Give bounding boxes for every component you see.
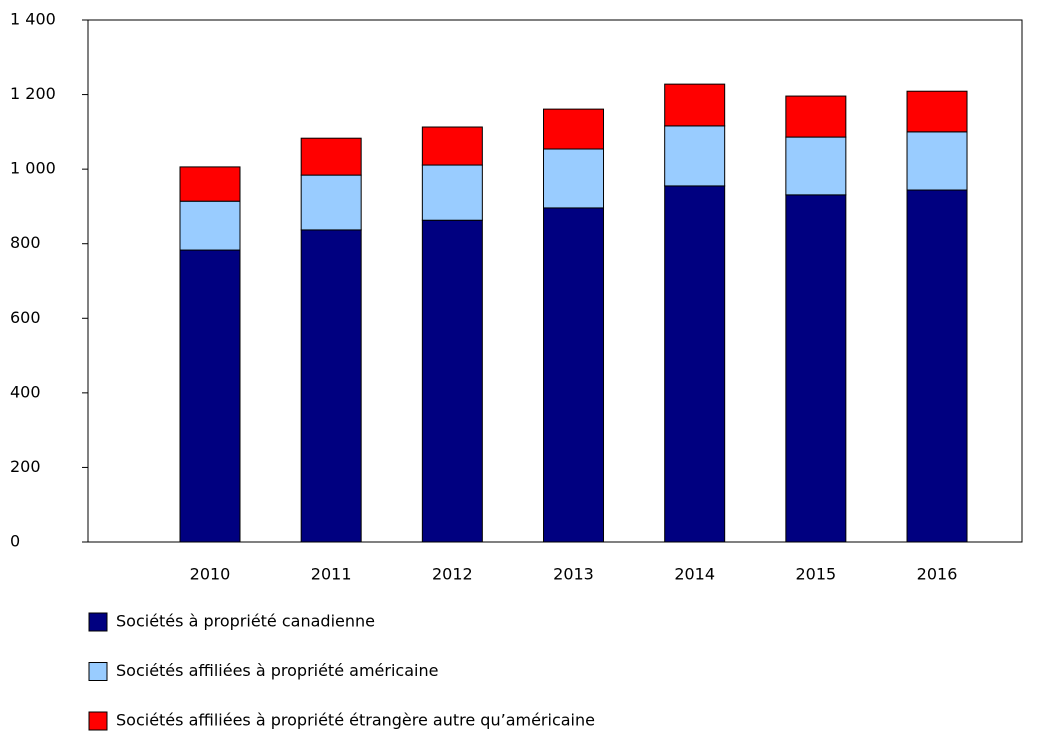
y-tick-label: 1 200: [10, 84, 56, 103]
x-tick-label: 2010: [190, 565, 231, 584]
x-tick-label: 2013: [553, 565, 594, 584]
bar-segment: [906, 131, 968, 191]
bar-segment: [300, 229, 362, 543]
legend-label: Sociétés à propriété canadienne: [116, 612, 375, 631]
bar-segment: [785, 136, 847, 196]
bar-segment: [421, 164, 483, 221]
legend-swatch: [88, 662, 108, 681]
bar-segment: [785, 194, 847, 543]
bar-segment: [906, 189, 968, 543]
y-tick-label: 400: [10, 382, 41, 401]
bar-segment: [179, 166, 241, 202]
bar-segment: [664, 125, 726, 187]
x-tick-label: 2016: [917, 565, 958, 584]
bar-segment: [785, 95, 847, 138]
bar-segment: [300, 137, 362, 176]
bar-segment: [421, 219, 483, 543]
legend-label: Sociétés affiliées à propriété américain…: [116, 661, 438, 680]
y-tick-label: 1 400: [10, 10, 56, 29]
legend-swatch: [88, 711, 108, 731]
x-tick-label: 2011: [311, 565, 352, 584]
y-tick-label: 200: [10, 457, 41, 476]
bar-segment: [421, 126, 483, 166]
y-tick-label: 600: [10, 308, 41, 327]
y-tick-label: 800: [10, 233, 41, 252]
bar-segment: [543, 207, 605, 543]
x-tick-label: 2014: [674, 565, 715, 584]
legend-label: Sociétés affiliées à propriété étrangère…: [116, 711, 595, 730]
legend-swatch: [88, 612, 108, 632]
bar-segment: [543, 148, 605, 209]
bar-segment: [543, 108, 605, 150]
bar-segment: [300, 174, 362, 231]
bar-segment: [664, 83, 726, 127]
x-tick-label: 2015: [795, 565, 836, 584]
x-tick-label: 2012: [432, 565, 473, 584]
bar-segment: [664, 185, 726, 543]
bar-segment: [906, 90, 968, 133]
y-tick-label: 1 000: [10, 159, 56, 178]
bar-segment: [179, 249, 241, 543]
y-tick-label: 0: [10, 532, 20, 551]
bar-segment: [179, 200, 241, 251]
